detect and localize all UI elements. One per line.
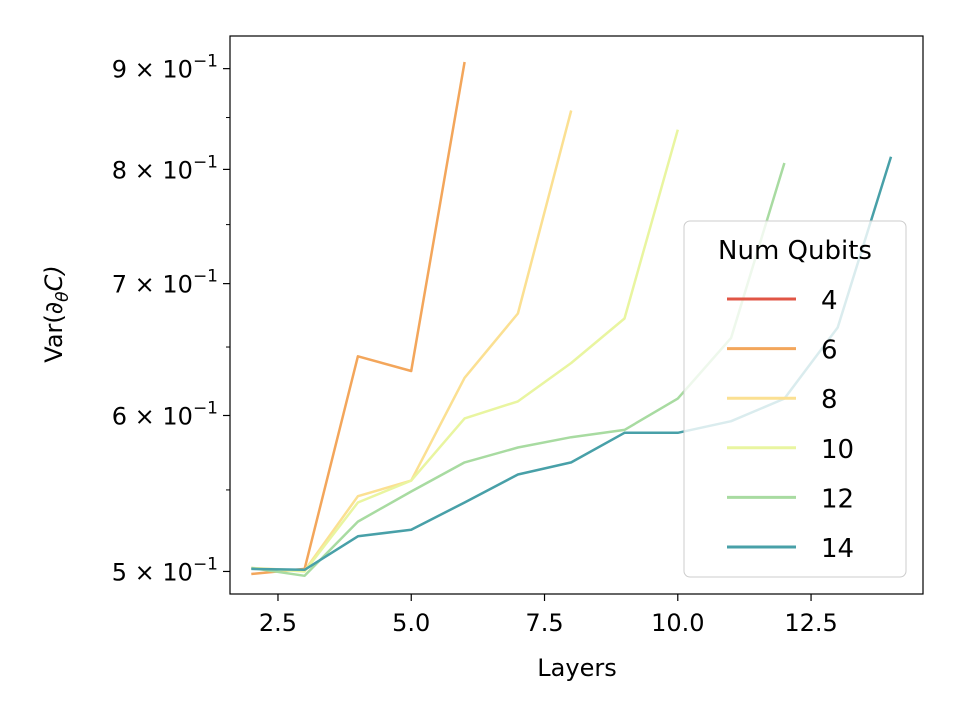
y-tick-label: 6 × 10−1 [112,398,218,430]
legend-label-8: 8 [821,385,838,415]
plot-frame [229,35,924,595]
x-tick-label: 10.0 [651,609,704,637]
x-tick-label: 5.0 [392,609,430,637]
x-axis-label: Layers [537,654,616,682]
y-tick-label: 7 × 10−1 [112,267,218,299]
y-tick-label: 8 × 10−1 [112,152,218,184]
legend-label-6: 6 [821,336,838,366]
legend-title: Num Qubits [718,236,872,266]
legend-label-4: 4 [821,286,838,316]
legend-label-14: 14 [821,534,854,564]
x-tick-label: 12.5 [784,609,837,637]
y-tick-label: 5 × 10−1 [112,554,218,586]
y-axis-label: Var(∂θC) [40,265,73,362]
legend: Num Qubits 4 6 8 10 12 14 [683,220,907,578]
axes: 2.5 5.0 7.5 10.0 12.5 5 × 10−1 6 × 10−1 7 × 10−… [112,35,924,637]
x-tick-label: 2.5 [259,609,297,637]
y-tick-label: 9 × 10−1 [112,52,218,84]
legend-label-12: 12 [821,484,854,514]
legend-label-10: 10 [821,435,854,465]
series-line-10 [251,129,680,573]
x-tick-label: 7.5 [525,609,563,637]
